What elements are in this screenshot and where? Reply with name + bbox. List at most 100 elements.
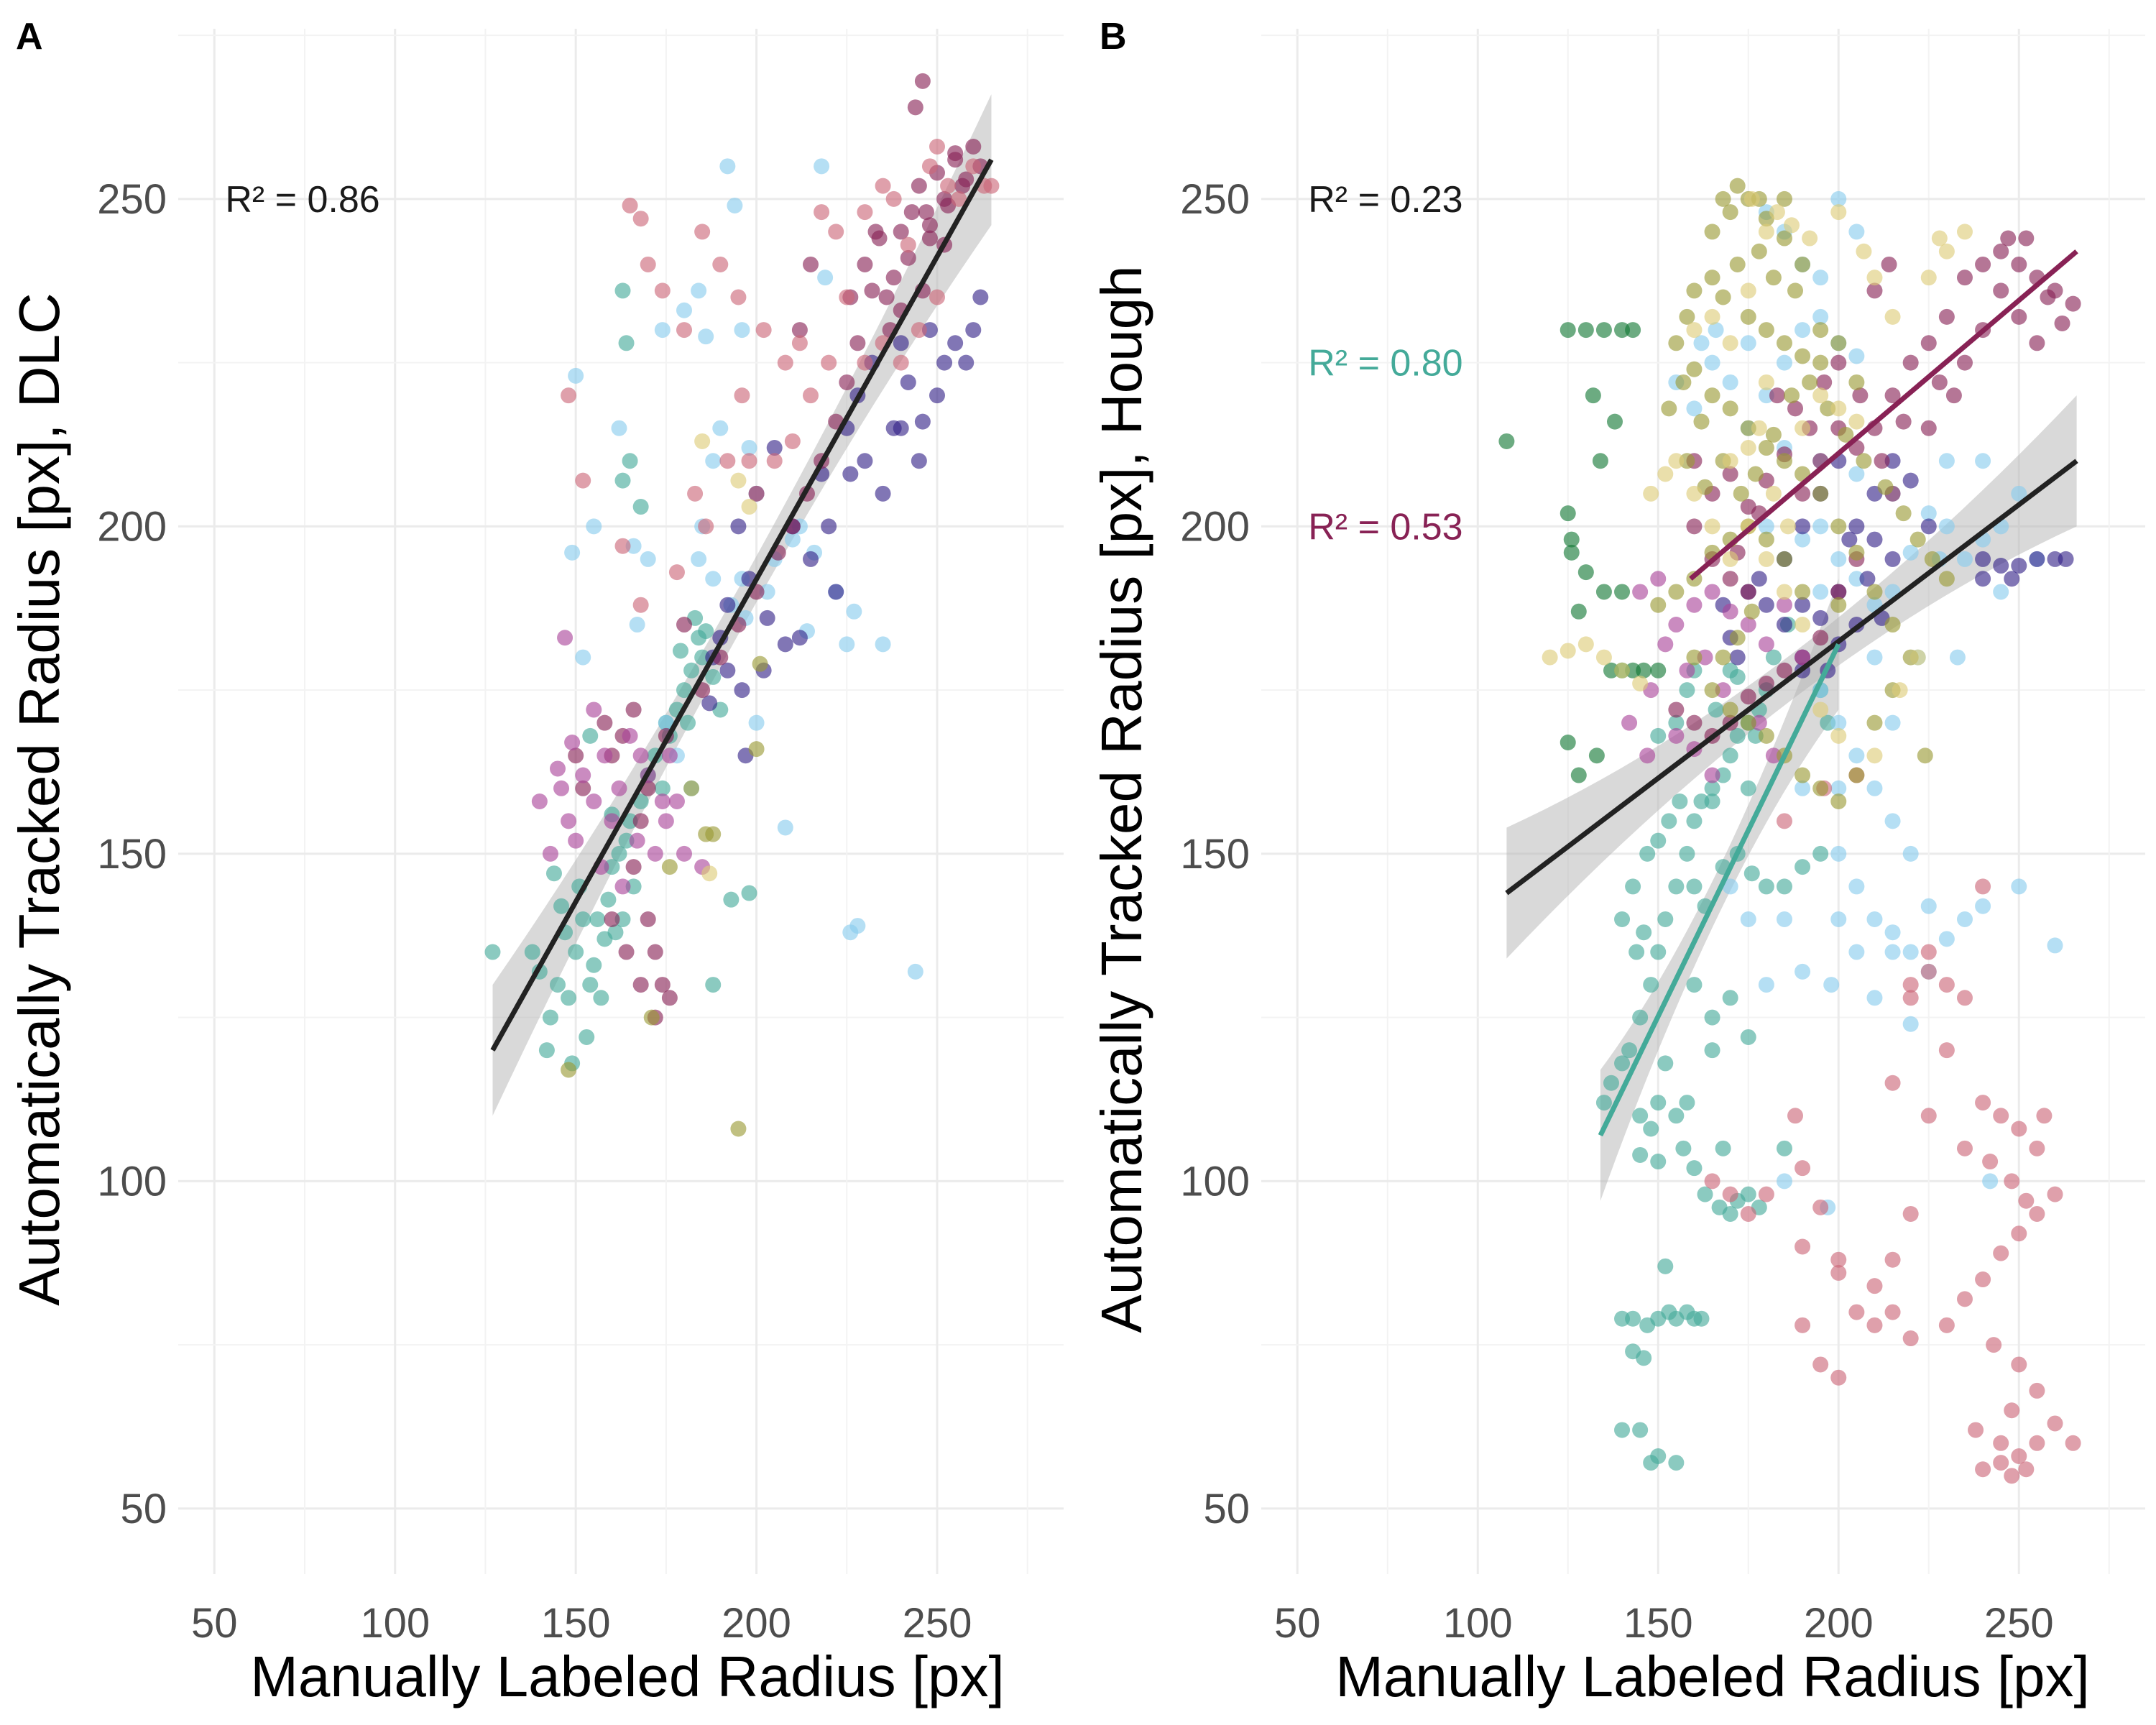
- data-point: [1560, 735, 1576, 751]
- data-point: [672, 643, 688, 659]
- data-point: [1848, 224, 1865, 240]
- data-point: [2029, 1382, 2045, 1399]
- data-point: [1758, 878, 1774, 895]
- data-point: [579, 1029, 595, 1045]
- data-point: [1776, 597, 1792, 613]
- data-point: [1729, 178, 1746, 194]
- data-point: [1830, 335, 1847, 351]
- data-point: [1830, 794, 1847, 809]
- data-point: [1625, 878, 1641, 895]
- x-tick-label: 150: [1623, 1600, 1693, 1647]
- data-point: [1830, 551, 1847, 567]
- data-point: [701, 865, 718, 882]
- data-point: [1938, 453, 1955, 469]
- data-point: [661, 990, 678, 1006]
- data-point: [1743, 190, 1760, 207]
- data-point: [683, 780, 700, 796]
- data-point: [1776, 584, 1792, 600]
- data-point: [705, 977, 722, 993]
- data-point: [1884, 308, 1901, 325]
- data-point: [719, 597, 736, 613]
- data-point: [821, 354, 837, 371]
- data-point: [604, 911, 620, 927]
- data-point: [921, 230, 938, 247]
- data-point: [568, 367, 584, 384]
- data-point: [1938, 308, 1955, 325]
- data-point: [1902, 472, 1919, 489]
- data-point: [1956, 990, 1973, 1006]
- data-point: [814, 158, 830, 175]
- data-point: [691, 630, 707, 646]
- data-point: [1924, 551, 1940, 567]
- data-point: [1657, 1055, 1674, 1072]
- data-point: [542, 1009, 558, 1026]
- data-point: [730, 472, 747, 489]
- data-point: [1740, 1205, 1756, 1222]
- data-point: [857, 354, 873, 371]
- data-point: [561, 387, 577, 404]
- data-point: [614, 282, 631, 299]
- data-point: [1722, 603, 1738, 620]
- data-point: [1722, 453, 1738, 469]
- data-point: [1830, 190, 1847, 207]
- tick-labels-b: 50 100 150 200 250 50 100 150 200 250: [1180, 176, 2053, 1647]
- data-point: [1776, 335, 1792, 351]
- data-point: [1697, 1186, 1713, 1202]
- data-point: [900, 374, 916, 390]
- data-point: [1820, 400, 1836, 417]
- data-point: [1704, 1042, 1720, 1059]
- data-point: [1895, 505, 1912, 522]
- data-point: [730, 289, 747, 305]
- data-point: [614, 472, 631, 489]
- data-point: [1740, 440, 1756, 456]
- data-point: [1650, 662, 1667, 678]
- data-point: [1693, 1310, 1710, 1327]
- data-point: [1884, 1075, 1901, 1091]
- data-point: [1956, 551, 1973, 567]
- data-point: [582, 977, 599, 993]
- data-point: [1603, 662, 1619, 678]
- panel-a: 50 100 150 200 250 50 100 150 200 250 R² = 0.86 A…: [7, 16, 1064, 1708]
- data-point: [864, 282, 880, 299]
- data-point: [1758, 551, 1774, 567]
- data-point: [1563, 544, 1580, 561]
- data-point: [1938, 977, 1955, 993]
- data-point: [828, 224, 844, 240]
- r-squared-label: R² = 0.86: [225, 179, 379, 221]
- data-point: [1697, 649, 1713, 666]
- data-point: [1693, 413, 1710, 430]
- y-tick-label: 50: [1203, 1486, 1250, 1532]
- data-point: [1628, 944, 1645, 960]
- y-tick-label: 250: [1180, 176, 1250, 223]
- data-point: [719, 453, 736, 469]
- data-point: [1722, 374, 1738, 390]
- data-point: [936, 354, 953, 371]
- data-point: [1639, 748, 1656, 764]
- data-point: [1776, 1140, 1792, 1156]
- x-tick-label: 50: [1274, 1600, 1321, 1647]
- data-point: [875, 485, 891, 502]
- data-point: [1686, 361, 1703, 377]
- data-point: [2065, 1435, 2081, 1451]
- data-point: [1830, 911, 1847, 927]
- data-point: [1722, 335, 1738, 351]
- data-point: [921, 217, 938, 234]
- data-point: [1588, 748, 1605, 764]
- annotations-a: R² = 0.86: [225, 179, 379, 221]
- data-point: [1740, 1029, 1756, 1045]
- data-point: [1614, 662, 1631, 678]
- data-point: [611, 780, 627, 796]
- x-tick-label: 50: [191, 1600, 238, 1647]
- y-axis-label-b: Automatically Tracked Radius [px], Hough: [1089, 265, 1153, 1333]
- data-point: [1704, 794, 1720, 809]
- data-point: [1621, 714, 1638, 731]
- data-point: [1765, 485, 1782, 502]
- data-point: [1704, 308, 1720, 325]
- data-point: [1686, 878, 1703, 895]
- data-point: [1830, 727, 1847, 744]
- data-point: [951, 190, 967, 207]
- data-point: [821, 518, 837, 535]
- data-point: [1830, 354, 1847, 371]
- data-point: [698, 518, 714, 535]
